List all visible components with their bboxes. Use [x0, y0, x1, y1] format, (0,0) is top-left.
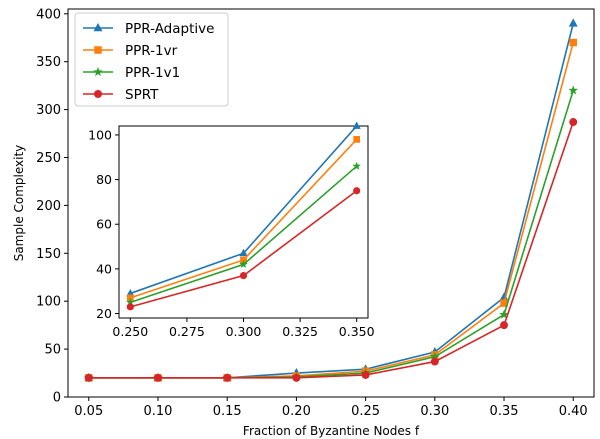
- inset-y-tick-label: 20: [96, 306, 112, 321]
- inset-point-sprt: [239, 271, 248, 280]
- y-tick-label: 250: [36, 151, 61, 166]
- point-sprt: [153, 373, 162, 382]
- x-tick-label: 0.40: [559, 404, 588, 419]
- legend-label-ppr-adaptive: PPR-Adaptive: [125, 21, 214, 37]
- inset-plot-frame: [118, 125, 369, 319]
- legend-marker-sprt: [94, 90, 102, 98]
- y-tick-label: 300: [36, 103, 61, 118]
- inset-y-tick-label: 100: [88, 127, 112, 142]
- y-axis-label: Sample Complexity: [12, 145, 26, 262]
- y-tick-label: 350: [36, 55, 61, 70]
- x-tick-label: 0.25: [351, 404, 380, 419]
- inset-plot: 0.250 0.275 0.300 0.325 0.350 20 40 60 80 100: [88, 121, 375, 339]
- inset-y-tick-label: 80: [96, 172, 112, 187]
- series-line-sprt: [88, 121, 574, 379]
- inset-x-tick-label: 0.250: [112, 324, 148, 339]
- inset-x-tick-label: 0.325: [282, 324, 318, 339]
- inset-point-ppr-adaptive: [352, 121, 361, 129]
- x-tick-label: 0.05: [74, 404, 103, 419]
- point-sprt: [292, 373, 301, 382]
- point-sprt: [84, 373, 93, 382]
- point-ppr-adaptive: [499, 292, 509, 301]
- point-sprt: [223, 373, 232, 382]
- legend-label-ppr-1v1: PPR-1v1: [125, 65, 180, 81]
- legend-marker-ppr-1v1: [93, 67, 103, 77]
- inset-point-ppr-1v1: [126, 297, 135, 307]
- x-axis-label: Fraction of Byzantine Nodes f: [243, 424, 420, 438]
- x-tick-label: 0.35: [490, 404, 519, 419]
- point-sprt: [361, 370, 370, 379]
- inset-x-tick-label: 0.350: [339, 324, 375, 339]
- point-ppr-adaptive: [568, 18, 578, 27]
- inset-point-sprt: [126, 303, 134, 311]
- point-ppr-1vr: [569, 38, 577, 47]
- legend-marker-ppr-adaptive: [93, 23, 103, 32]
- inset-x-tick-label: 0.300: [226, 324, 262, 339]
- inset-point-ppr-1v1: [352, 161, 361, 170]
- inset-x-tick-label: 0.275: [169, 324, 205, 339]
- legend-label-ppr-1vr: PPR-1vr: [125, 43, 178, 59]
- inset-point-ppr-adaptive: [126, 288, 135, 297]
- inset-y-tick-label: 40: [96, 261, 112, 276]
- legend-label-sprt: SPRT: [125, 87, 159, 103]
- point-ppr-1v1: [568, 85, 578, 95]
- point-ppr-1vr: [500, 299, 508, 307]
- y-tick-label: 0: [53, 391, 61, 406]
- legend-box: [74, 12, 229, 107]
- point-sprt: [430, 357, 439, 366]
- y-tick-label: 200: [36, 199, 61, 214]
- point-sprt: [569, 118, 578, 127]
- inset-point-ppr-1vr: [353, 136, 361, 143]
- x-tick-label: 0.30: [420, 404, 449, 419]
- point-ppr-1v1: [499, 309, 509, 319]
- legend-marker-ppr-1vr: [94, 46, 102, 54]
- y-tick-label: 400: [36, 7, 61, 22]
- inset-point-sprt: [353, 187, 361, 195]
- inset-y-tick-label: 60: [96, 217, 112, 232]
- x-tick-label: 0.10: [143, 404, 172, 419]
- point-ppr-1v1: [430, 351, 440, 361]
- y-tick-label: 100: [36, 295, 61, 310]
- x-tick-label: 0.15: [213, 404, 242, 419]
- x-tick-label: 0.20: [282, 404, 311, 419]
- inset-point-ppr-1v1: [239, 259, 248, 269]
- inset-point-ppr-adaptive: [239, 248, 248, 257]
- legend: PPR-Adaptive PPR-1vr PPR-1v1 SPRT: [74, 12, 229, 107]
- y-tick-label: 50: [44, 343, 61, 358]
- y-tick-label: 150: [36, 247, 61, 262]
- point-sprt: [500, 321, 509, 330]
